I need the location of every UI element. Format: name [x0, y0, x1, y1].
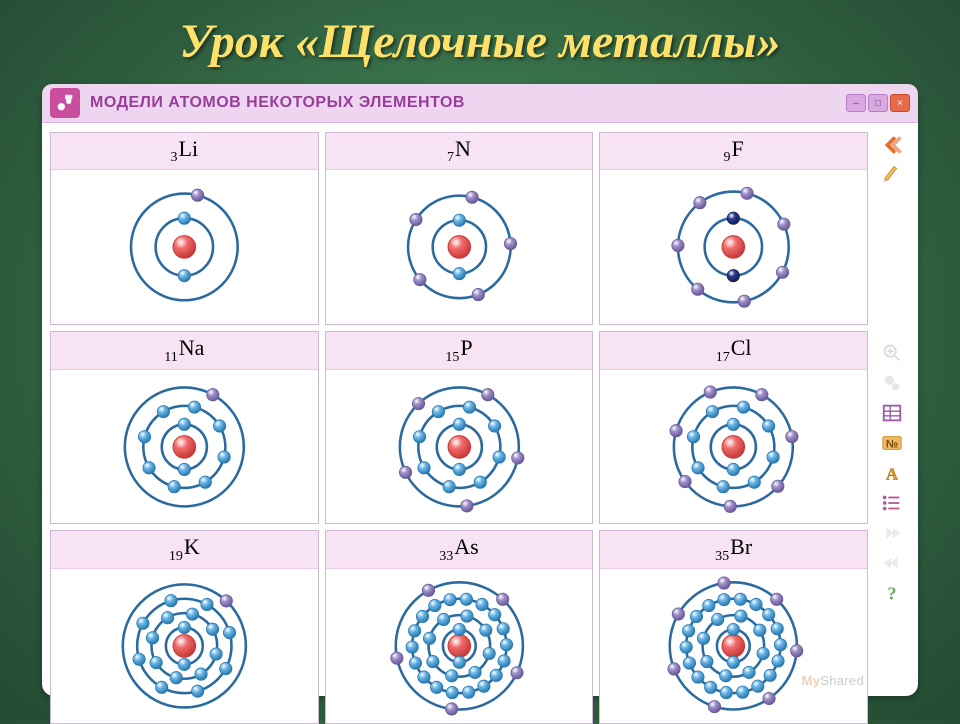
atom-diagram: [326, 170, 593, 324]
text-icon[interactable]: A: [877, 460, 907, 486]
atom-cell: 11Na: [50, 331, 319, 524]
zoom-icon[interactable]: [877, 340, 907, 366]
prev-icon[interactable]: [877, 550, 907, 576]
atom-cell: 7N: [325, 132, 594, 325]
close-button[interactable]: ×: [890, 94, 910, 112]
svg-text:?: ?: [887, 583, 896, 603]
atom-diagram: [600, 370, 867, 524]
pencil-icon[interactable]: [877, 160, 907, 186]
help-icon[interactable]: ?: [877, 580, 907, 606]
atom-diagram: [51, 370, 318, 524]
atom-cell: 17Cl: [599, 331, 868, 524]
panel-title: МОДЕЛИ АТОМОВ НЕКОТОРЫХ ЭЛЕМЕНТОВ: [90, 94, 846, 112]
back-icon[interactable]: [877, 132, 907, 158]
atom-diagram: [600, 569, 867, 723]
list-icon[interactable]: [877, 490, 907, 516]
element-label: 3Li: [51, 133, 318, 170]
element-label: 35Br: [600, 531, 867, 568]
sidebar: № A ?: [872, 132, 912, 606]
element-label: 17Cl: [600, 332, 867, 369]
watermark: MyShared: [802, 673, 864, 688]
page-title: Урок «Щелочные металлы»: [0, 0, 960, 79]
atom-diagram: [51, 569, 318, 723]
svg-text:A: A: [886, 464, 898, 483]
element-label: 33As: [326, 531, 593, 568]
svg-text:№: №: [886, 439, 898, 451]
atom-diagram: [326, 569, 593, 723]
element-label: 7N: [326, 133, 593, 170]
atom-grid: 3Li 7N 9F 11Na: [50, 132, 868, 688]
atom-cell: 35Br: [599, 530, 868, 723]
number-icon[interactable]: №: [877, 430, 907, 456]
element-label: 11Na: [51, 332, 318, 369]
atom-diagram: [51, 170, 318, 324]
maximize-button[interactable]: □: [868, 94, 888, 112]
element-label: 15P: [326, 332, 593, 369]
atom-cell: 9F: [599, 132, 868, 325]
gears-icon[interactable]: [877, 370, 907, 396]
forward-icon[interactable]: [877, 520, 907, 546]
atom-diagram: [600, 170, 867, 324]
atom-diagram: [326, 370, 593, 524]
atom-cell: 33As: [325, 530, 594, 723]
table-icon[interactable]: [877, 400, 907, 426]
window-controls: – □ ×: [846, 94, 910, 112]
app-panel: МОДЕЛИ АТОМОВ НЕКОТОРЫХ ЭЛЕМЕНТОВ – □ × …: [42, 84, 918, 696]
app-logo: [50, 88, 80, 118]
atom-cell: 19K: [50, 530, 319, 723]
panel-header: МОДЕЛИ АТОМОВ НЕКОТОРЫХ ЭЛЕМЕНТОВ – □ ×: [42, 84, 918, 123]
atom-cell: 15P: [325, 331, 594, 524]
element-label: 19K: [51, 531, 318, 568]
minimize-button[interactable]: –: [846, 94, 866, 112]
atom-cell: 3Li: [50, 132, 319, 325]
element-label: 9F: [600, 133, 867, 170]
